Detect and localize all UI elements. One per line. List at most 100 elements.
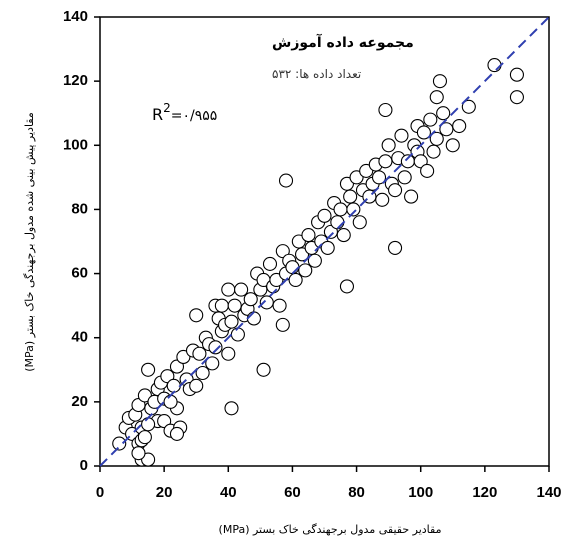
y-tick-label: 80 — [71, 200, 88, 217]
y-tick-label: 20 — [71, 393, 88, 410]
point — [205, 356, 220, 371]
point — [346, 202, 361, 217]
point — [439, 122, 454, 137]
y-tick-label: 120 — [63, 72, 88, 89]
point — [349, 170, 364, 185]
point — [429, 90, 444, 105]
point — [359, 163, 374, 178]
point — [214, 298, 229, 313]
x-tick-label: 100 — [408, 484, 433, 501]
y-tick-label: 100 — [63, 136, 88, 153]
point — [388, 240, 403, 255]
point — [339, 176, 355, 191]
point — [243, 292, 258, 307]
point — [256, 362, 271, 377]
point — [234, 282, 249, 297]
point — [141, 417, 156, 432]
point — [294, 247, 310, 262]
point — [426, 144, 441, 159]
reference-line — [99, 16, 550, 467]
point — [195, 365, 210, 381]
point — [141, 452, 156, 467]
x-tick-label: 40 — [220, 484, 237, 501]
point — [192, 346, 207, 361]
point — [166, 378, 181, 393]
point — [429, 131, 444, 146]
point — [230, 327, 245, 342]
point — [131, 398, 146, 413]
point — [169, 426, 185, 441]
point — [221, 282, 236, 297]
point — [163, 394, 178, 409]
plot-frame — [99, 16, 550, 467]
x-tick-label: 80 — [348, 484, 365, 501]
x-tick-label: 140 — [536, 484, 561, 501]
point — [452, 118, 467, 134]
point — [141, 362, 156, 377]
point — [413, 154, 428, 169]
point — [343, 189, 358, 204]
point — [323, 224, 338, 239]
point — [330, 215, 345, 230]
point — [388, 183, 403, 198]
point — [333, 202, 348, 217]
r2-value: =۰/۹۵۵ — [171, 108, 218, 124]
point — [336, 228, 351, 243]
r2-base: R — [152, 105, 163, 124]
y-tick-label: 0 — [80, 457, 88, 474]
point — [288, 272, 303, 288]
point — [298, 263, 313, 278]
point — [189, 308, 204, 323]
point — [262, 256, 278, 272]
point — [378, 102, 393, 118]
point — [432, 74, 448, 89]
point — [269, 272, 284, 288]
point — [509, 90, 524, 105]
point — [278, 173, 294, 188]
point — [112, 436, 127, 451]
y-tick-label: 40 — [71, 329, 88, 346]
point — [227, 298, 242, 313]
point — [208, 340, 223, 355]
point — [445, 138, 460, 153]
annotation-title: مجموعه داده آموزش — [272, 33, 414, 51]
annotation-r2: R2=۰/۹۵۵ — [152, 101, 217, 124]
point — [375, 192, 390, 207]
annotation-count: تعداد داده ها: ۵۳۲ — [272, 67, 361, 81]
y-tick-label: 60 — [71, 265, 88, 282]
x-tick-label: 60 — [284, 484, 301, 501]
point — [416, 125, 431, 140]
point — [320, 240, 335, 255]
point — [259, 295, 274, 310]
point — [378, 154, 393, 169]
point — [224, 314, 239, 329]
point — [157, 414, 172, 429]
point — [394, 128, 409, 143]
point — [291, 234, 306, 249]
point — [436, 106, 451, 121]
point — [397, 170, 412, 185]
point — [275, 317, 290, 332]
point — [176, 349, 191, 365]
point — [352, 215, 367, 230]
point — [272, 298, 287, 313]
point — [420, 163, 435, 178]
point — [509, 67, 524, 82]
y-tick-label: 140 — [63, 8, 88, 25]
point — [423, 112, 438, 127]
point — [246, 311, 261, 326]
point — [137, 430, 152, 445]
y-axis-label: مقادیر پیش بینی شده مدول برجهندگی خاک بس… — [23, 112, 36, 372]
point — [371, 170, 387, 185]
point — [131, 446, 146, 461]
point — [461, 99, 476, 114]
point — [487, 58, 502, 73]
point — [404, 189, 419, 204]
r2-exponent: 2 — [163, 101, 171, 115]
point — [301, 228, 316, 243]
point — [160, 369, 175, 384]
point — [339, 279, 355, 294]
x-tick-label: 20 — [156, 484, 173, 501]
x-axis-label: مقادیر حقیقی مدول برجهندگی خاک بستر (MPa… — [219, 523, 442, 536]
